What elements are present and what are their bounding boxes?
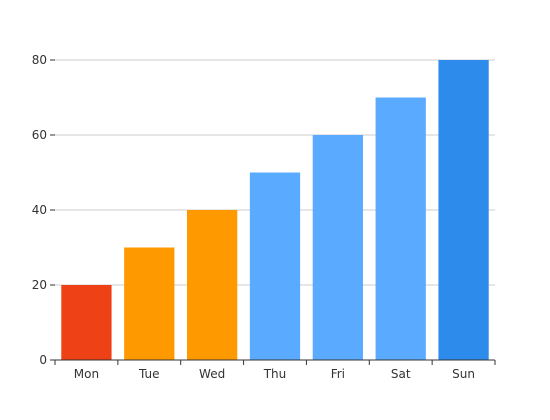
x-tick-label: Mon [74, 367, 99, 381]
x-tick-label: Sat [391, 367, 411, 381]
bar-sun [438, 60, 489, 360]
bar-sat [375, 97, 426, 360]
x-tick-label: Tue [138, 367, 160, 381]
y-tick-label: 40 [32, 203, 47, 217]
bar-thu [249, 172, 301, 360]
y-tick-label: 80 [32, 53, 47, 67]
x-tick-label: Thu [263, 367, 287, 381]
label-layer: 0 20 40 60 80 Mon Tue Wed Thu Fri Sat Sun [32, 53, 475, 381]
x-tick-label: Fri [331, 367, 345, 381]
y-tick-label: 20 [32, 278, 47, 292]
bar-mon [61, 285, 112, 360]
bar-wed [187, 210, 238, 360]
y-tick-label: 0 [39, 353, 47, 367]
bar-layer [61, 60, 489, 360]
axis-layer [50, 59, 496, 365]
bar-fri [312, 135, 363, 360]
y-tick-label: 60 [32, 128, 47, 142]
bar-tue [124, 247, 175, 360]
x-tick-label: Sun [452, 367, 475, 381]
x-tick-label: Wed [199, 367, 225, 381]
